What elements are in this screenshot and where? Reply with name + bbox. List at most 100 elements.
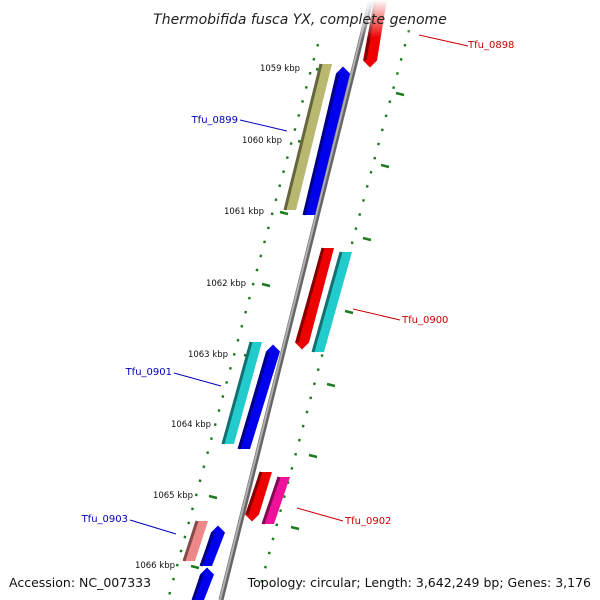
track-dot bbox=[198, 479, 202, 483]
title-fade bbox=[0, 0, 600, 38]
kbp-minor-tick bbox=[326, 382, 336, 388]
gene-leader-line bbox=[296, 507, 344, 522]
kbp-minor-tick bbox=[380, 163, 390, 169]
gene-shadow bbox=[283, 63, 323, 211]
track-dot bbox=[247, 296, 251, 300]
kbp-label: 1065 kbp bbox=[153, 491, 193, 501]
gene-leader-line bbox=[173, 372, 222, 387]
gene-feature[interactable] bbox=[245, 471, 272, 522]
track-dot bbox=[179, 549, 183, 553]
track-dot bbox=[395, 72, 399, 75]
track-dot bbox=[263, 240, 267, 244]
gene-body bbox=[284, 64, 332, 210]
track-dot bbox=[255, 268, 259, 272]
kbp-minor-tick bbox=[344, 309, 354, 315]
gene-body bbox=[200, 525, 225, 566]
gene-label[interactable]: Tfu_0900 bbox=[401, 315, 448, 326]
kbp-tick-mark bbox=[261, 282, 271, 288]
kbp-label: 1062 kbp bbox=[206, 279, 246, 289]
gene-feature[interactable] bbox=[295, 247, 334, 350]
track-dot bbox=[285, 156, 289, 160]
accession-label: Accession: NC_007333 bbox=[9, 575, 151, 590]
gene-label[interactable]: Tfu_0901 bbox=[125, 367, 172, 378]
track-dot bbox=[290, 466, 294, 470]
map-title: Thermobifida fusca YX, complete genome bbox=[153, 12, 447, 28]
track-dot bbox=[399, 57, 403, 61]
gene-feature[interactable] bbox=[182, 520, 208, 562]
track-dot bbox=[221, 394, 225, 398]
kbp-label: 1059 kbp bbox=[260, 64, 300, 74]
track-dot bbox=[297, 113, 301, 117]
track-dot bbox=[301, 424, 305, 428]
track-dot bbox=[309, 396, 313, 400]
track-dot bbox=[305, 410, 309, 414]
track-dot bbox=[362, 198, 365, 202]
gene-feature[interactable] bbox=[261, 476, 290, 525]
track-dot bbox=[403, 43, 407, 47]
gene-body bbox=[303, 66, 350, 215]
track-dot bbox=[293, 128, 297, 131]
track-dot bbox=[301, 99, 304, 103]
track-dot bbox=[259, 254, 263, 258]
kbp-label: 1063 kbp bbox=[188, 350, 228, 360]
track-dot bbox=[377, 142, 381, 146]
gene-body bbox=[222, 342, 262, 444]
track-dot bbox=[225, 380, 229, 384]
track-dot bbox=[278, 184, 282, 188]
track-dot bbox=[206, 451, 210, 455]
track-dot bbox=[202, 465, 206, 469]
gene-shadow bbox=[261, 476, 281, 525]
track-dot bbox=[270, 212, 274, 216]
gene-body bbox=[262, 477, 290, 524]
gene-body bbox=[183, 521, 208, 561]
gene-body bbox=[295, 248, 334, 350]
gene-shadow bbox=[311, 251, 343, 353]
kbp-minor-tick bbox=[362, 236, 372, 242]
track-dot bbox=[294, 452, 298, 456]
track-dot bbox=[282, 495, 286, 499]
track-dot bbox=[183, 535, 187, 539]
dna-backbone bbox=[218, 0, 374, 600]
gene-feature[interactable] bbox=[237, 344, 280, 450]
gene-leader-line bbox=[239, 119, 288, 132]
gene-feature[interactable] bbox=[221, 341, 262, 445]
gene-body bbox=[238, 344, 280, 449]
kbp-tick-mark bbox=[208, 494, 218, 500]
track-dot bbox=[275, 523, 279, 527]
track-dot bbox=[279, 509, 283, 513]
track-dot bbox=[369, 170, 373, 174]
gene-feature[interactable] bbox=[311, 251, 352, 353]
track-dot bbox=[316, 43, 320, 47]
track-dot bbox=[209, 437, 213, 441]
gene-shadow bbox=[302, 73, 340, 216]
track-dot bbox=[236, 338, 240, 342]
kbp-label: 1061 kbp bbox=[224, 207, 264, 217]
gene-body bbox=[192, 567, 214, 600]
track-dot bbox=[320, 354, 324, 358]
track-dot bbox=[274, 198, 278, 202]
gene-label[interactable]: Tfu_0899 bbox=[191, 115, 238, 126]
track-dot bbox=[266, 226, 270, 230]
gene-features bbox=[182, 0, 387, 600]
track-dot bbox=[373, 156, 377, 160]
track-dot bbox=[313, 382, 316, 386]
gene-feature[interactable] bbox=[191, 567, 214, 600]
gene-label[interactable]: Tfu_0903 bbox=[81, 514, 128, 525]
topology-label: Topology: circular; Length: 3,642,249 bp… bbox=[247, 575, 591, 590]
track-dot bbox=[304, 85, 308, 89]
kbp-label: 1060 kbp bbox=[242, 136, 282, 146]
track-dot bbox=[380, 128, 384, 132]
gene-feature[interactable] bbox=[199, 525, 225, 567]
gene-feature[interactable] bbox=[283, 63, 332, 211]
track-dot bbox=[191, 507, 194, 511]
kbp-minor-tick bbox=[290, 525, 300, 531]
track-dot bbox=[228, 366, 232, 370]
kbp-label: 1066 kbp bbox=[135, 561, 175, 571]
gene-label[interactable]: Tfu_0902 bbox=[344, 516, 391, 527]
kbp-ticks: 1059 kbp 1060 kbp 1061 kbp 1062 kbp 1063 kbp… bbox=[135, 64, 405, 571]
gene-label[interactable]: Tfu_0898 bbox=[467, 40, 514, 51]
gene-feature[interactable] bbox=[302, 66, 350, 216]
track-dot bbox=[297, 438, 301, 442]
track-dot bbox=[213, 423, 217, 427]
gene-shadow bbox=[245, 471, 263, 515]
